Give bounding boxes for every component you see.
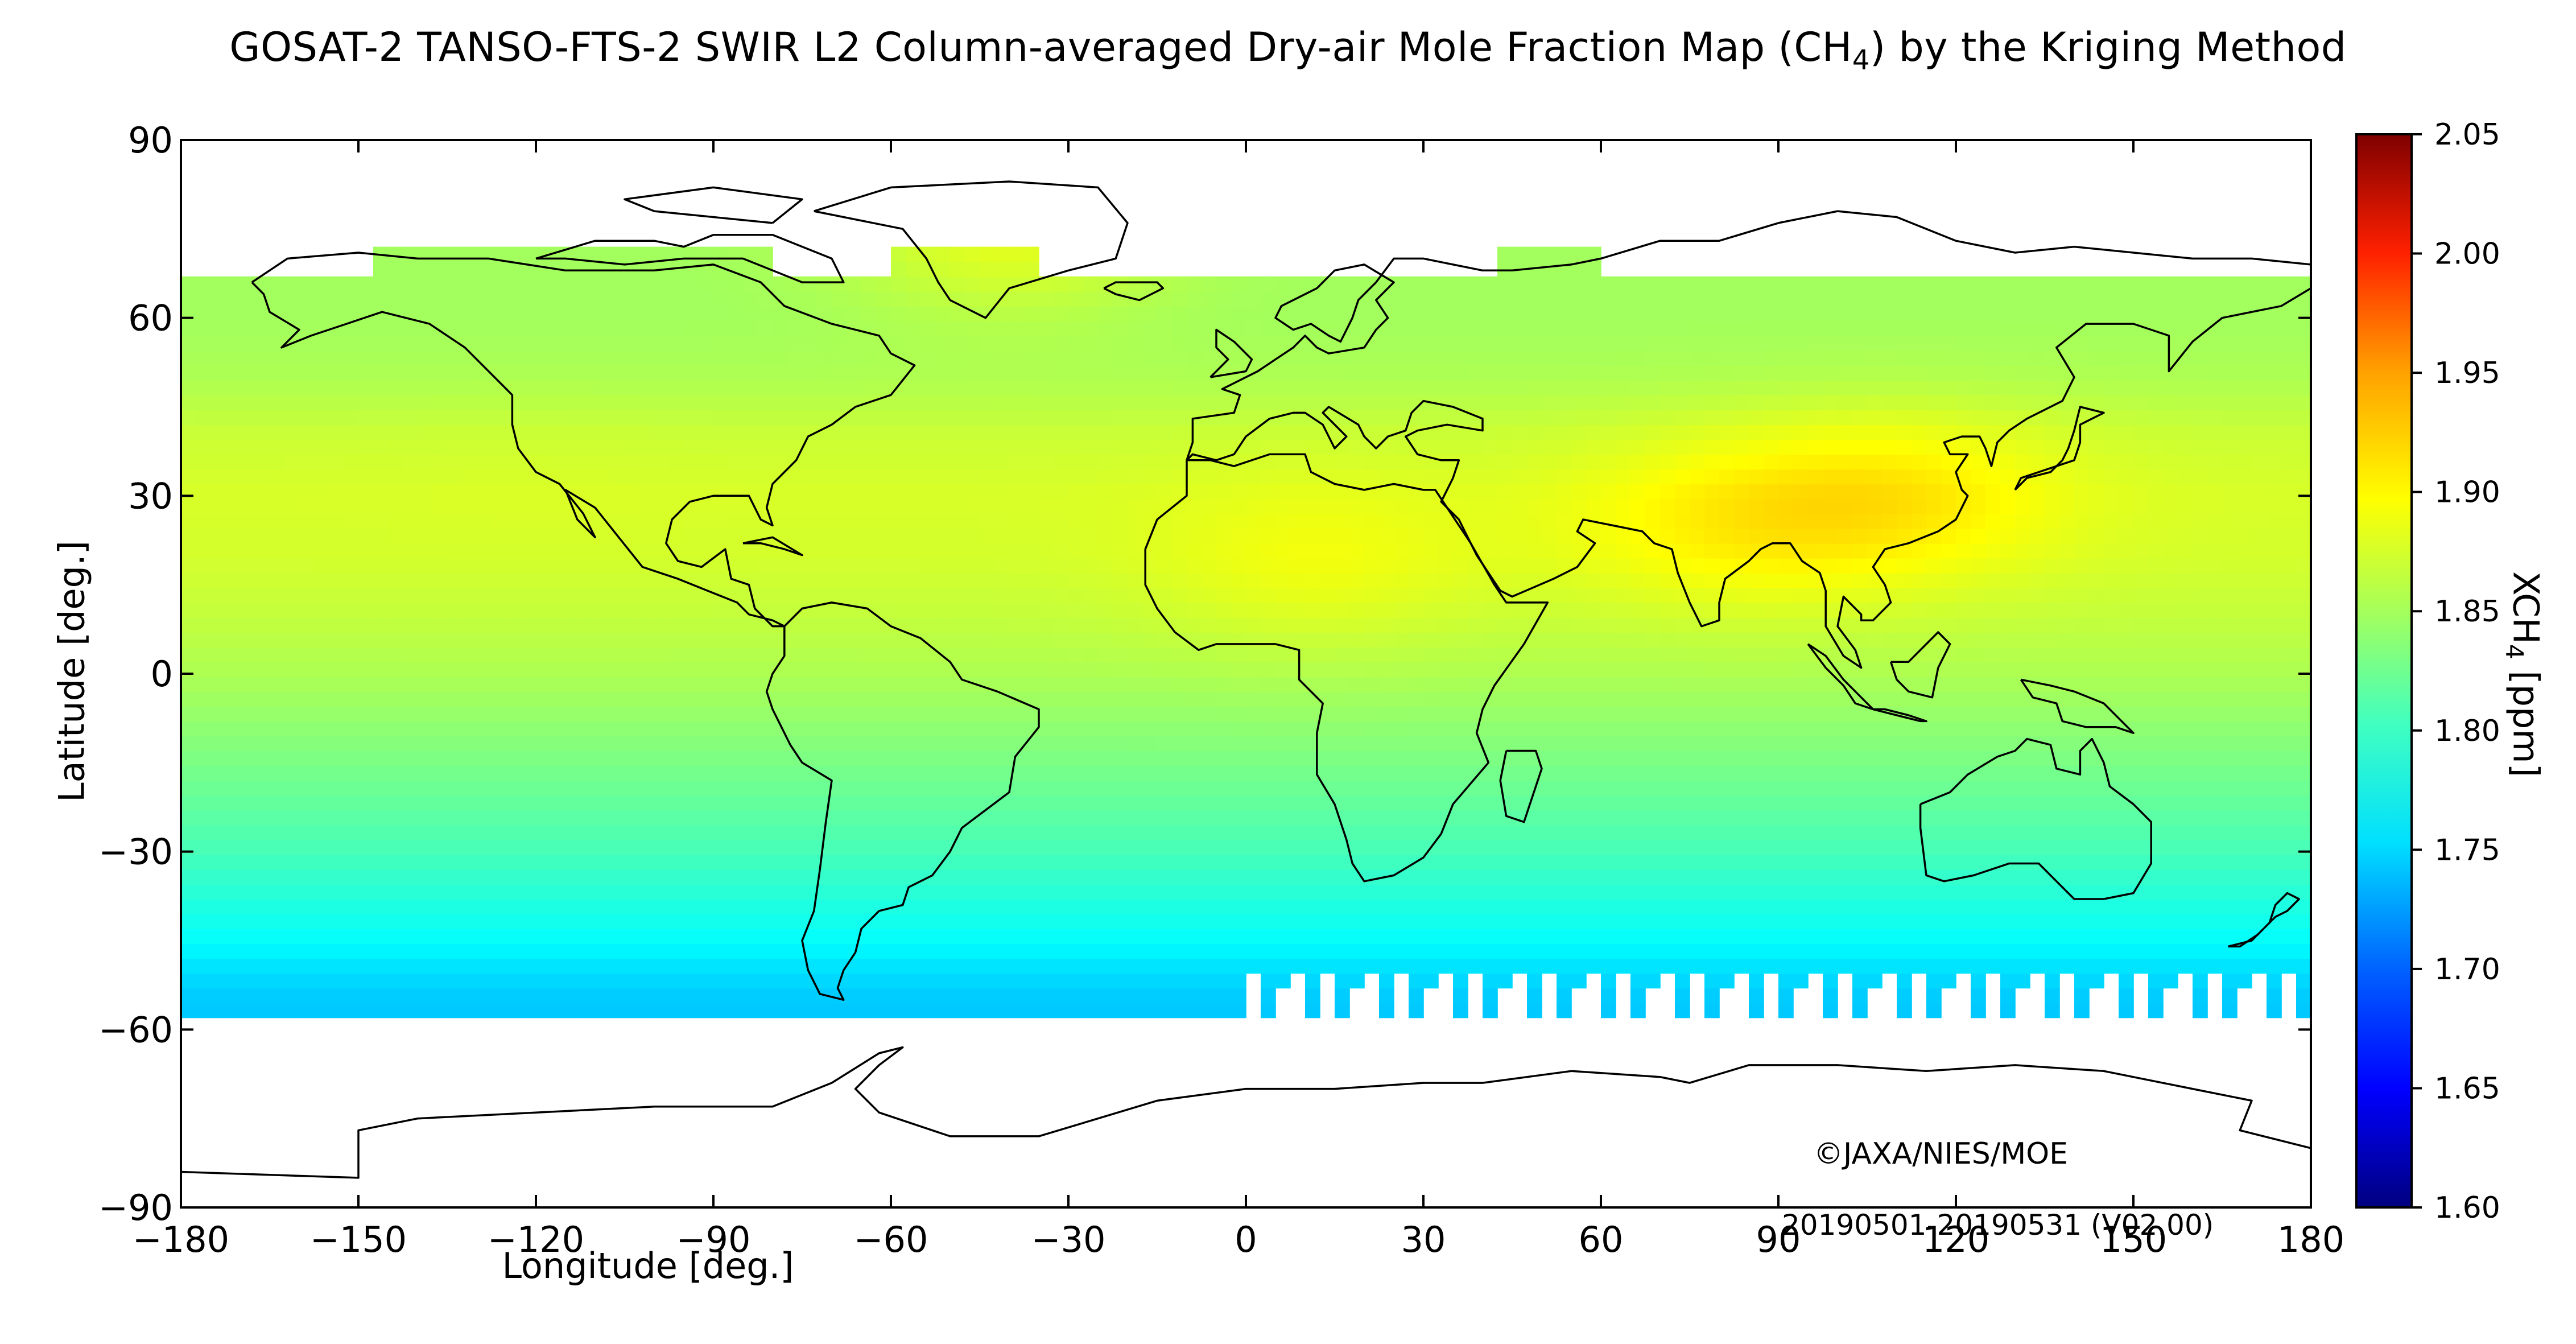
coastline — [814, 180, 1129, 319]
coastline — [2227, 892, 2300, 948]
x-tick-label: −180 — [133, 1219, 229, 1260]
y-tick-label: 30 — [128, 475, 173, 517]
colorbar-tick-label: 1.95 — [2434, 356, 2500, 390]
x-tick-label: −150 — [310, 1219, 407, 1260]
x-tick-label: 0 — [1235, 1219, 1257, 1260]
x-tick-label: −60 — [854, 1219, 928, 1260]
coastline — [765, 601, 1040, 1001]
coastline — [624, 186, 803, 224]
y-axis-label: Latitude [deg.] — [51, 541, 93, 802]
colorbar — [2355, 133, 2413, 1209]
x-tick-label: 120 — [1922, 1219, 1989, 1260]
coastline — [1499, 749, 1543, 823]
y-tick-label: 90 — [128, 119, 173, 161]
coastline — [251, 252, 916, 628]
coastline — [1186, 287, 2311, 669]
y-tick-label: −90 — [98, 1187, 173, 1228]
coastline — [1103, 281, 1165, 302]
coastline — [181, 1046, 2311, 1179]
x-tick-label: −90 — [676, 1219, 751, 1260]
y-tick-label: 60 — [128, 298, 173, 339]
coastline — [535, 234, 845, 283]
y-tick-label: 0 — [151, 653, 173, 695]
colorbar-tick-label: 2.00 — [2434, 237, 2500, 271]
coastline — [1209, 328, 1253, 378]
coastline — [1186, 210, 2311, 461]
x-tick-label: 150 — [2100, 1219, 2167, 1260]
colorbar-tick-label: 1.65 — [2434, 1071, 2500, 1106]
coastline — [2020, 678, 2135, 734]
x-tick-label: −120 — [488, 1219, 584, 1260]
y-tick-label: −30 — [98, 831, 173, 873]
x-axis: −180 −150 −120 −90 −60 −30 0 30 60 90 120 150 180 — [133, 140, 2344, 1260]
xch4-heatmap — [181, 246, 2311, 1019]
x-axis-label: Longitude [deg.] — [502, 1245, 794, 1287]
y-tick-label: −60 — [98, 1009, 173, 1050]
coastline — [2014, 406, 2105, 491]
colorbar-tick-label: 1.85 — [2434, 595, 2500, 629]
chart-title: GOSAT-2 TANSO-FTS-2 SWIR L2 Column-avera… — [229, 24, 2347, 76]
colorbar-label: XCH4 [ppm] — [2500, 571, 2547, 777]
colorbar-tick-label: 1.90 — [2434, 476, 2500, 510]
colorbar-ticks: 1.60 1.65 1.70 1.75 1.80 1.85 1.90 1.95 2.00 2.05 — [2412, 118, 2500, 1225]
colorbar-tick-label: 1.80 — [2434, 714, 2500, 748]
coastline — [1889, 631, 1951, 699]
x-tick-label: 90 — [1756, 1219, 1801, 1260]
copyright-notice: ©JAXA/NIES/MOE — [1814, 1137, 2068, 1171]
colorbar-tick-label: 1.75 — [2434, 833, 2500, 867]
coastline — [1919, 737, 2152, 900]
colorbar-tick-label: 1.60 — [2434, 1191, 2500, 1225]
x-tick-label: −30 — [1031, 1219, 1106, 1260]
colorbar-tick-label: 1.70 — [2434, 953, 2500, 987]
y-axis: −90 −60 −30 0 30 60 90 — [98, 119, 2311, 1228]
coastline — [742, 536, 803, 556]
coastline — [1144, 453, 1549, 883]
coastline — [1872, 708, 1927, 723]
x-tick-label: 180 — [2277, 1219, 2344, 1260]
x-tick-label: 30 — [1401, 1219, 1446, 1260]
coastlines — [181, 180, 2311, 1179]
observation-period: 20190501-20190531 (V02.00) — [1782, 1209, 2214, 1242]
x-tick-label: 60 — [1579, 1219, 1624, 1260]
colorbar-tick-label: 2.05 — [2434, 118, 2500, 152]
